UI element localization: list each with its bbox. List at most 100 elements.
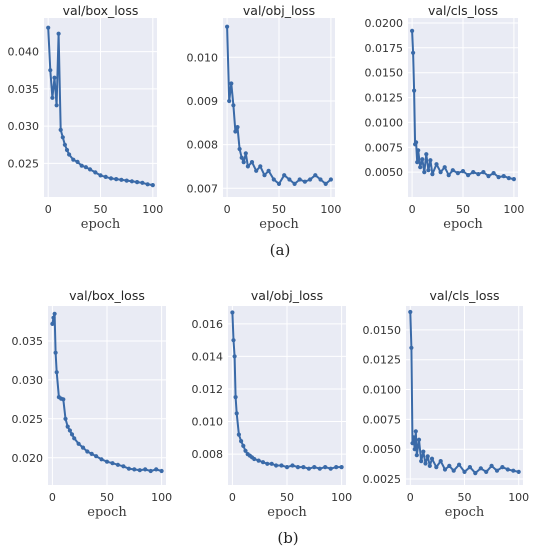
data-point — [124, 178, 129, 183]
data-point — [79, 163, 84, 168]
data-point — [121, 464, 126, 469]
data-point — [442, 467, 448, 472]
data-point — [265, 461, 270, 466]
data-point — [76, 441, 81, 446]
data-point — [486, 174, 491, 179]
data-point — [94, 454, 99, 459]
data-point — [80, 445, 86, 450]
data-point — [511, 468, 516, 473]
data-point — [415, 160, 420, 165]
data-point — [411, 50, 416, 55]
data-point — [516, 469, 521, 474]
y-tick-label: 0.009 — [187, 95, 219, 108]
data-point — [67, 428, 72, 433]
x-tick-label: 100 — [151, 491, 172, 504]
data-point — [423, 461, 428, 466]
y-tick-label: 0.0075 — [365, 141, 404, 154]
data-point — [447, 463, 452, 468]
data-point — [236, 432, 241, 437]
y-tick-label: 0.008 — [187, 139, 219, 152]
data-point — [416, 437, 422, 442]
chart-panel: 0 50 100 0.0025 0.0050 0.0075 0.0100 0.0125 0.01… — [363, 288, 530, 520]
data-point — [323, 465, 328, 470]
data-point — [430, 172, 435, 177]
data-point — [295, 465, 300, 470]
x-tick-label: 50 — [456, 203, 470, 216]
data-point — [412, 88, 417, 93]
data-point — [56, 31, 61, 36]
data-point — [237, 146, 242, 152]
y-tick-label: 0.035 — [12, 335, 44, 348]
data-point — [108, 176, 114, 181]
data-point — [54, 103, 59, 108]
chart-title: val/cls_loss — [428, 3, 498, 18]
x-axis-label: epoch — [443, 217, 483, 232]
data-point — [505, 467, 510, 472]
x-axis-label: epoch — [81, 217, 121, 232]
data-point — [235, 125, 240, 130]
y-tick-label: 0.0100 — [363, 384, 402, 397]
data-point — [87, 167, 93, 172]
data-point — [85, 449, 90, 454]
chart-title: val/obj_loss — [243, 3, 315, 18]
data-point — [412, 447, 417, 452]
x-tick-label: 100 — [142, 203, 163, 216]
data-point — [414, 140, 419, 145]
data-point — [67, 152, 72, 157]
data-point — [279, 463, 284, 468]
data-point — [301, 465, 306, 470]
chart-panel: 0 50 100 0.007 0.008 0.009 0.010 val/obj_lossep… — [187, 3, 342, 232]
data-point — [284, 465, 290, 470]
data-point — [225, 24, 230, 29]
data-point — [457, 462, 462, 467]
series-line — [226, 26, 332, 185]
data-point — [93, 170, 98, 175]
x-tick-label: 50 — [458, 491, 472, 504]
data-point — [232, 354, 237, 359]
data-point — [129, 179, 134, 184]
y-tick-label: 0.010 — [192, 416, 224, 429]
x-tick-label: 100 — [503, 203, 524, 216]
data-point — [143, 467, 148, 472]
data-point — [266, 168, 271, 173]
data-point — [287, 177, 292, 182]
data-point — [148, 468, 153, 474]
data-point — [292, 181, 297, 186]
y-tick-label: 0.016 — [192, 318, 224, 331]
chart-panel: 0 50 100 0.020 0.025 0.030 0.035 val/box_lossep… — [12, 288, 173, 520]
data-point — [231, 338, 236, 343]
data-point — [229, 81, 234, 86]
data-point — [256, 458, 261, 463]
data-point — [410, 28, 415, 33]
data-point — [137, 468, 142, 473]
data-point — [114, 177, 119, 182]
x-tick-label: 0 — [229, 491, 236, 504]
x-tick-label: 50 — [100, 491, 114, 504]
data-point — [83, 165, 88, 170]
data-point — [72, 436, 77, 441]
y-tick-label: 0.012 — [192, 383, 224, 396]
data-point — [481, 170, 486, 175]
data-point — [312, 465, 317, 470]
data-point — [241, 160, 246, 165]
y-tick-label: 0.0075 — [363, 413, 402, 426]
data-point — [419, 459, 424, 464]
x-tick-label: 50 — [272, 203, 286, 216]
data-point — [414, 453, 419, 458]
y-tick-label: 0.0050 — [363, 443, 402, 456]
data-point — [64, 147, 70, 153]
data-point — [462, 469, 467, 474]
data-point — [50, 321, 55, 326]
y-tick-label: 0.030 — [12, 374, 44, 387]
y-tick-label: 0.0125 — [363, 354, 402, 367]
data-point — [241, 443, 246, 448]
data-point — [65, 424, 70, 429]
x-tick-label: 0 — [409, 203, 416, 216]
caption-b: (b) — [277, 529, 298, 547]
data-point — [421, 449, 426, 454]
data-point — [306, 466, 311, 471]
x-tick-label: 100 — [320, 203, 341, 216]
y-tick-label: 0.0100 — [365, 116, 404, 129]
data-point — [308, 177, 313, 182]
data-point — [75, 159, 80, 164]
